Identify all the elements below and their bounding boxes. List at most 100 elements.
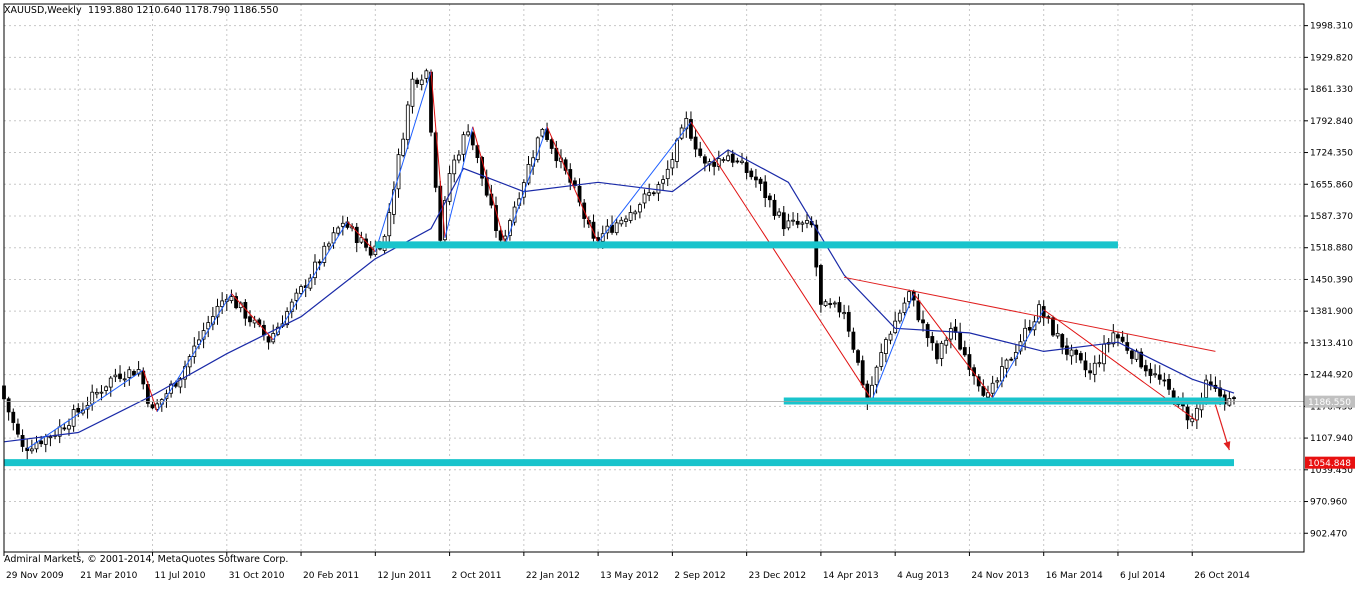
candle-body bbox=[299, 286, 303, 294]
x-tick-label: 31 Oct 2010 bbox=[229, 571, 285, 581]
y-tick-label: 1450.390 bbox=[1310, 275, 1353, 285]
candle-body bbox=[930, 336, 935, 344]
y-tick-label: 1929.820 bbox=[1310, 53, 1353, 63]
candle-body bbox=[433, 132, 438, 188]
candle-body bbox=[234, 296, 238, 309]
candle-body bbox=[503, 235, 508, 240]
candle-body bbox=[600, 233, 605, 242]
candle-body bbox=[424, 70, 429, 79]
zigzag-segment bbox=[444, 126, 474, 239]
candle-body bbox=[549, 139, 554, 149]
target-price-tag bbox=[1305, 456, 1355, 469]
candle-body bbox=[907, 291, 911, 302]
candle-body bbox=[702, 156, 707, 164]
candle-body bbox=[577, 185, 582, 203]
x-tick-label: 26 Oct 2014 bbox=[1194, 571, 1250, 581]
candle-body bbox=[916, 300, 921, 321]
y-tick-label: 970.960 bbox=[1310, 498, 1347, 508]
candle-body bbox=[340, 222, 345, 227]
candle-body bbox=[387, 212, 392, 237]
copyright-label: Admiral Markets, © 2001-2014, MetaQuotes… bbox=[4, 554, 288, 565]
candle-body bbox=[67, 425, 71, 430]
candle-body bbox=[1148, 368, 1153, 376]
candle-body bbox=[819, 265, 823, 305]
chart-ohlc-label: 1193.880 1210.640 1178.790 1186.550 bbox=[88, 5, 278, 16]
zigzag-segment bbox=[504, 126, 548, 246]
x-tick-label: 4 Aug 2013 bbox=[897, 571, 949, 581]
x-tick-label: 24 Nov 2013 bbox=[971, 571, 1029, 581]
x-tick-label: 14 Apr 2013 bbox=[823, 571, 879, 581]
candle-body bbox=[990, 382, 995, 394]
candle-body bbox=[215, 305, 220, 318]
candle-body bbox=[698, 148, 703, 156]
candle-body bbox=[781, 212, 786, 230]
candle-body bbox=[1055, 332, 1060, 337]
candle-body bbox=[313, 261, 317, 279]
zigzag-segment bbox=[347, 221, 376, 253]
candle-body bbox=[1157, 374, 1162, 380]
candle-body bbox=[962, 347, 967, 356]
candle-body bbox=[730, 153, 735, 163]
candle-body bbox=[327, 243, 331, 247]
candle-body bbox=[902, 302, 907, 313]
candle-body bbox=[628, 212, 633, 221]
x-tick-label: 13 May 2012 bbox=[600, 571, 659, 581]
candle-body bbox=[1097, 362, 1102, 365]
candle-body bbox=[665, 168, 670, 180]
candle-body bbox=[939, 342, 944, 359]
candle-body bbox=[229, 296, 234, 302]
candle-body bbox=[721, 159, 726, 161]
candle-body bbox=[1027, 327, 1032, 331]
candle-body bbox=[651, 192, 656, 195]
candle-body bbox=[856, 350, 860, 363]
candle-body bbox=[874, 366, 879, 386]
candle-body bbox=[336, 227, 341, 234]
candle-body bbox=[1153, 373, 1157, 376]
zigzag-segment bbox=[913, 293, 994, 399]
candle-body bbox=[1088, 370, 1093, 374]
candle-body bbox=[795, 220, 800, 225]
x-tick-label: 2 Sep 2012 bbox=[674, 571, 725, 581]
candle-body bbox=[94, 392, 99, 395]
candle-body bbox=[150, 404, 155, 409]
candle-body bbox=[127, 369, 132, 378]
y-tick-label: 1039.450 bbox=[1310, 466, 1353, 476]
candle-body bbox=[637, 204, 642, 213]
candle-body bbox=[591, 221, 596, 239]
x-tick-label: 6 Jul 2014 bbox=[1120, 571, 1165, 581]
candle-body bbox=[132, 371, 136, 376]
candle-body bbox=[935, 343, 939, 360]
candle-body bbox=[749, 170, 754, 178]
candle-body bbox=[693, 136, 698, 150]
y-tick-label: 1381.900 bbox=[1310, 307, 1353, 317]
candle-body bbox=[986, 392, 990, 398]
y-tick-label: 1792.840 bbox=[1310, 117, 1353, 127]
zigzag-segment bbox=[992, 309, 1045, 398]
candle-body bbox=[1129, 350, 1134, 359]
candle-body bbox=[1060, 334, 1065, 348]
candle-body bbox=[1009, 358, 1014, 361]
candle-body bbox=[1162, 379, 1167, 382]
x-tick-label: 12 Jun 2011 bbox=[377, 571, 431, 581]
candle-body bbox=[948, 328, 953, 340]
candle-body bbox=[823, 301, 828, 306]
candle-body bbox=[888, 333, 893, 341]
y-tick-label: 1244.920 bbox=[1310, 371, 1353, 381]
candle-body bbox=[670, 159, 675, 169]
candle-body bbox=[294, 292, 299, 301]
candle-body bbox=[772, 199, 777, 216]
candle-body bbox=[675, 139, 679, 162]
candle-body bbox=[777, 211, 782, 216]
candle-body bbox=[1051, 317, 1055, 336]
candle-body bbox=[846, 312, 851, 332]
candle-body bbox=[475, 145, 480, 158]
candle-body bbox=[1204, 379, 1209, 398]
candle-body bbox=[921, 319, 925, 324]
candle-body bbox=[925, 324, 930, 339]
candle-body bbox=[545, 128, 549, 140]
candle-body bbox=[104, 386, 109, 391]
zigzag-segment bbox=[142, 369, 158, 412]
